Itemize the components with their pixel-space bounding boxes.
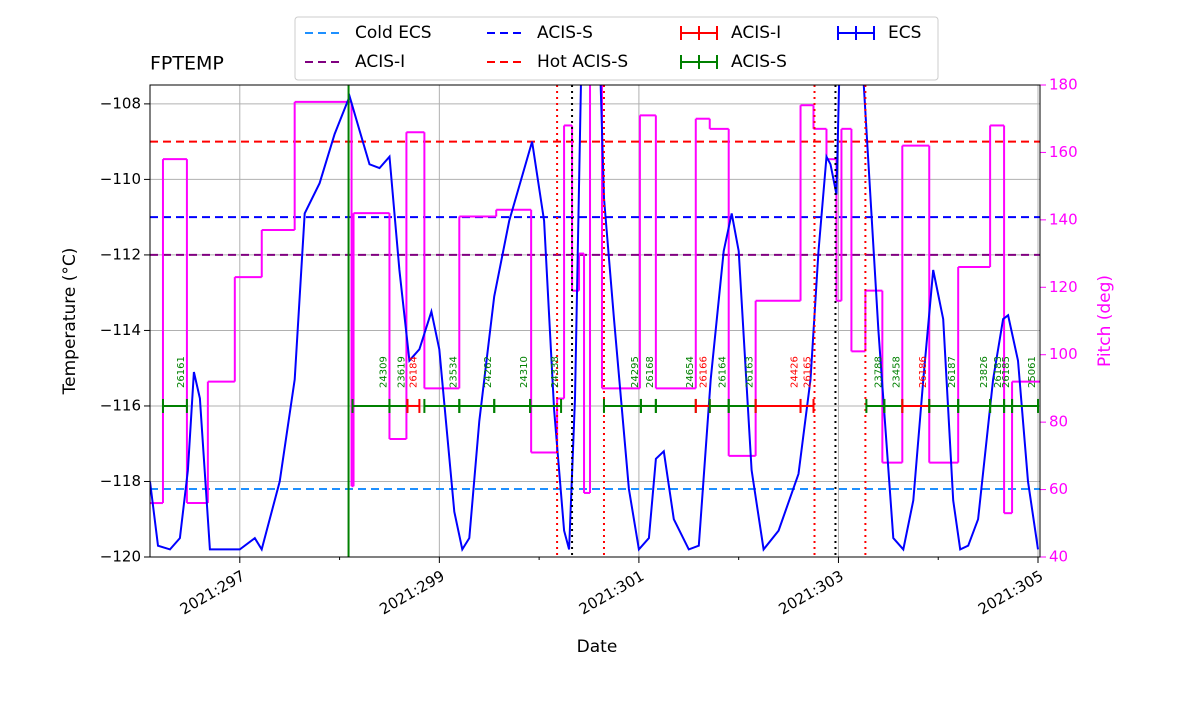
y2-axis-label: Pitch (deg) [1095, 275, 1115, 367]
y2-tick-label: 40 [1049, 548, 1068, 566]
legend-label: Hot ACIS-S [537, 52, 628, 72]
y-tick-label: −114 [100, 321, 141, 339]
legend-label: ACIS-I [731, 23, 781, 43]
temperature-line [150, 85, 1039, 553]
obsid-label: 26161 [176, 356, 187, 388]
y2-tick-label: 140 [1049, 210, 1078, 228]
legend-label: Cold ECS [355, 23, 432, 43]
obsid-label: 25061 [1027, 356, 1038, 388]
legend-label: ACIS-S [537, 23, 593, 43]
y-tick-label: −110 [100, 170, 141, 188]
obsid-label: 24338 [550, 356, 561, 388]
chart-title: FPTEMP [150, 53, 224, 75]
y-tick-label: −116 [100, 396, 141, 414]
obsid-label: 24426 [790, 356, 801, 388]
obsid-label: 24295 [630, 356, 641, 388]
obsid-label: 24262 [483, 356, 494, 388]
obsid-label: 26183 [993, 356, 1004, 388]
obsid-label: 24309 [378, 356, 389, 388]
y-tick-label: −118 [100, 472, 141, 490]
y-tick-label: −120 [100, 548, 141, 566]
y-tick-label: −108 [100, 94, 141, 112]
obsid-label: 23826 [979, 356, 990, 388]
obsid-label: 26166 [699, 356, 710, 388]
y-tick-label: −112 [100, 245, 141, 263]
obsid-label: 24654 [685, 356, 696, 388]
obsid-label: 26163 [745, 356, 756, 388]
obsid-label: 23619 [396, 356, 407, 388]
obsid-label: 26168 [645, 356, 656, 388]
y-axis-label: Temperature (°C) [60, 248, 80, 396]
y2-tick-label: 160 [1049, 143, 1078, 161]
y2-tick-label: 60 [1049, 480, 1068, 498]
obsid-label: 26184 [408, 356, 419, 388]
legend-label: ACIS-I [355, 52, 405, 72]
y2-tick-label: 120 [1049, 278, 1078, 296]
y2-tick-label: 180 [1049, 76, 1078, 94]
obsid-label: 23458 [891, 356, 902, 388]
y2-tick-label: 80 [1049, 413, 1068, 431]
obsid-label: 26186 [918, 356, 929, 388]
legend-label: ACIS-S [731, 52, 787, 72]
obsid-label: 26187 [947, 356, 958, 388]
legend-label: ECS [888, 23, 921, 43]
obsid-label: 26185 [1001, 356, 1012, 388]
obsid-label: 24310 [519, 356, 530, 388]
x-axis-label: Date [577, 637, 618, 657]
legend-box [294, 16, 939, 81]
plot-area: 26161 24309 23619 26184 23534 24262 24310 24338… [150, 85, 1040, 557]
obsid-label: 23788 [873, 356, 884, 388]
obsid-label: 26165 [803, 356, 814, 388]
obsid-label: 23534 [448, 356, 459, 388]
obsid-label: 26164 [718, 356, 729, 388]
legend: Cold ECS ACIS-I ACIS-S Hot ACIS-S ACIS-I ACIS… [305, 23, 921, 72]
y2-tick-label: 100 [1049, 345, 1078, 363]
axes-frame [149, 84, 1041, 558]
